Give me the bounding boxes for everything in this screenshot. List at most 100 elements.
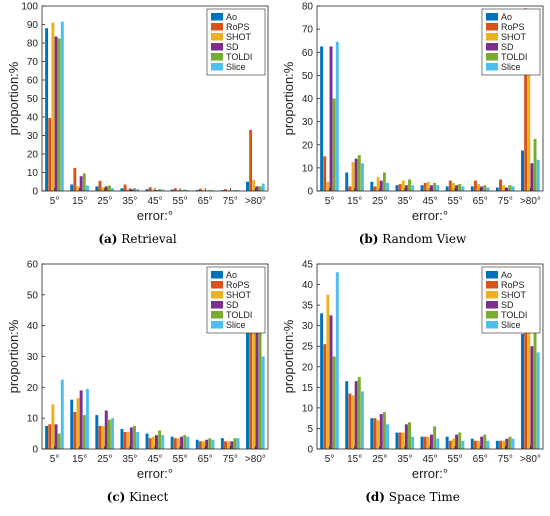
x-tick-label: 25°: [97, 196, 112, 207]
bar-slice-7: [486, 187, 490, 191]
bar-slice-7: [486, 440, 490, 449]
bar-shot-6: [176, 438, 180, 449]
bar-slice-8: [511, 186, 515, 192]
bar-toldi-7: [483, 185, 487, 191]
y-tick-label: 5: [307, 424, 313, 435]
x-axis-label: error:°: [137, 208, 173, 223]
legend-label-ao: Ao: [226, 12, 237, 22]
bar-toldi-5: [158, 430, 162, 449]
bar-shot-4: [401, 432, 405, 449]
bar-slice-2: [85, 185, 89, 191]
legend-label-rops: RoPS: [226, 22, 250, 32]
x-tick-label: 75°: [223, 196, 238, 207]
bar-rops-9: [524, 280, 528, 449]
bar-rops-1: [323, 344, 327, 449]
bar-toldi-8: [508, 185, 512, 191]
bar-sd-3: [379, 180, 383, 191]
bar-toldi-1: [332, 356, 336, 449]
y-tick-label: 15: [302, 383, 314, 394]
x-tick-label: 55°: [173, 454, 188, 465]
legend-swatch-shot: [211, 33, 223, 41]
bar-shot-8: [502, 185, 506, 191]
bar-slice-9: [261, 183, 265, 191]
panel-caption-text: Retrieval: [121, 232, 177, 246]
bar-slice-2: [360, 391, 364, 449]
bar-slice-4: [136, 432, 140, 449]
bar-toldi-8: [508, 436, 512, 449]
bar-shot-4: [126, 432, 130, 449]
legend-swatch-ao: [486, 13, 498, 21]
x-tick-label: >80°: [520, 454, 541, 465]
x-tick-label: 15°: [347, 196, 362, 207]
legend-swatch-ao: [211, 13, 223, 21]
bar-rops-4: [123, 184, 127, 191]
bar-sd-8: [505, 438, 509, 449]
bar-rops-7: [198, 188, 202, 191]
x-tick-label: 25°: [372, 196, 387, 207]
bar-sd-3: [379, 414, 383, 449]
bar-toldi-1: [332, 98, 336, 191]
bar-toldi-3: [107, 185, 111, 191]
bar-ao-4: [395, 185, 399, 191]
bar-slice-9: [536, 352, 540, 449]
x-tick-label: 15°: [72, 454, 87, 465]
y-tick-label: 45: [302, 260, 314, 271]
y-tick-label: 60: [302, 48, 314, 59]
bar-shot-1: [51, 22, 55, 192]
bar-shot-9: [252, 314, 256, 450]
legend-label-ao: Ao: [226, 270, 237, 280]
bar-slice-1: [60, 21, 64, 191]
bar-toldi-2: [82, 415, 86, 449]
x-tick-label: 45°: [422, 196, 437, 207]
bar-slice-5: [436, 185, 440, 191]
x-axis-label: error:°: [137, 466, 173, 481]
bar-slice-7: [211, 439, 215, 449]
bar-sd-6: [455, 434, 459, 449]
bar-rops-7: [473, 180, 477, 191]
legend-swatch-shot: [211, 291, 223, 299]
y-tick-label: 50: [27, 94, 39, 105]
bar-shot-7: [202, 190, 206, 191]
legend-label-slice: Slice: [501, 320, 521, 330]
bar-rops-1: [48, 424, 52, 449]
bar-toldi-2: [357, 377, 361, 449]
legend-swatch-rops: [486, 281, 498, 289]
legend-label-sd: SD: [501, 42, 514, 52]
y-tick-label: 0: [307, 187, 313, 198]
legend-swatch-rops: [486, 23, 498, 31]
bar-toldi-6: [458, 184, 462, 191]
bar-sd-6: [455, 185, 459, 191]
bar-ao-2: [345, 381, 349, 449]
y-tick-label: 20: [27, 150, 39, 161]
bar-shot-3: [376, 177, 380, 192]
panel-caption: (b) Random View: [275, 232, 550, 246]
bar-shot-6: [451, 182, 455, 191]
bar-slice-3: [111, 418, 114, 449]
bar-rops-6: [173, 188, 177, 191]
bar-sd-7: [480, 436, 484, 449]
bar-shot-2: [351, 162, 355, 191]
bar-shot-8: [227, 441, 231, 449]
bar-ao-9: [246, 181, 249, 191]
bar-ao-8: [220, 190, 224, 191]
x-tick-label: 15°: [347, 454, 362, 465]
bar-rops-4: [123, 432, 127, 449]
bar-toldi-3: [382, 172, 386, 191]
bar-rops-6: [448, 180, 452, 191]
bar-ao-6: [445, 186, 449, 192]
bar-toldi-4: [133, 425, 136, 450]
y-tick-label: 30: [27, 131, 39, 142]
x-tick-label: 75°: [498, 454, 513, 465]
bar-ao-8: [495, 440, 499, 449]
x-tick-label: 25°: [372, 454, 387, 465]
bar-sd-5: [155, 435, 158, 450]
bar-sd-4: [404, 424, 408, 449]
chart-panel-2: 0 10 20 30 40 50 60 70 80 5° 15° 25° 35° 45° 55° 65° 75°…: [275, 0, 550, 258]
bar-shot-9: [527, 323, 531, 449]
legend-label-sd: SD: [226, 300, 239, 310]
bar-ao-7: [470, 186, 474, 192]
x-tick-label: 75°: [223, 454, 238, 465]
legend-label-sd: SD: [226, 42, 239, 52]
